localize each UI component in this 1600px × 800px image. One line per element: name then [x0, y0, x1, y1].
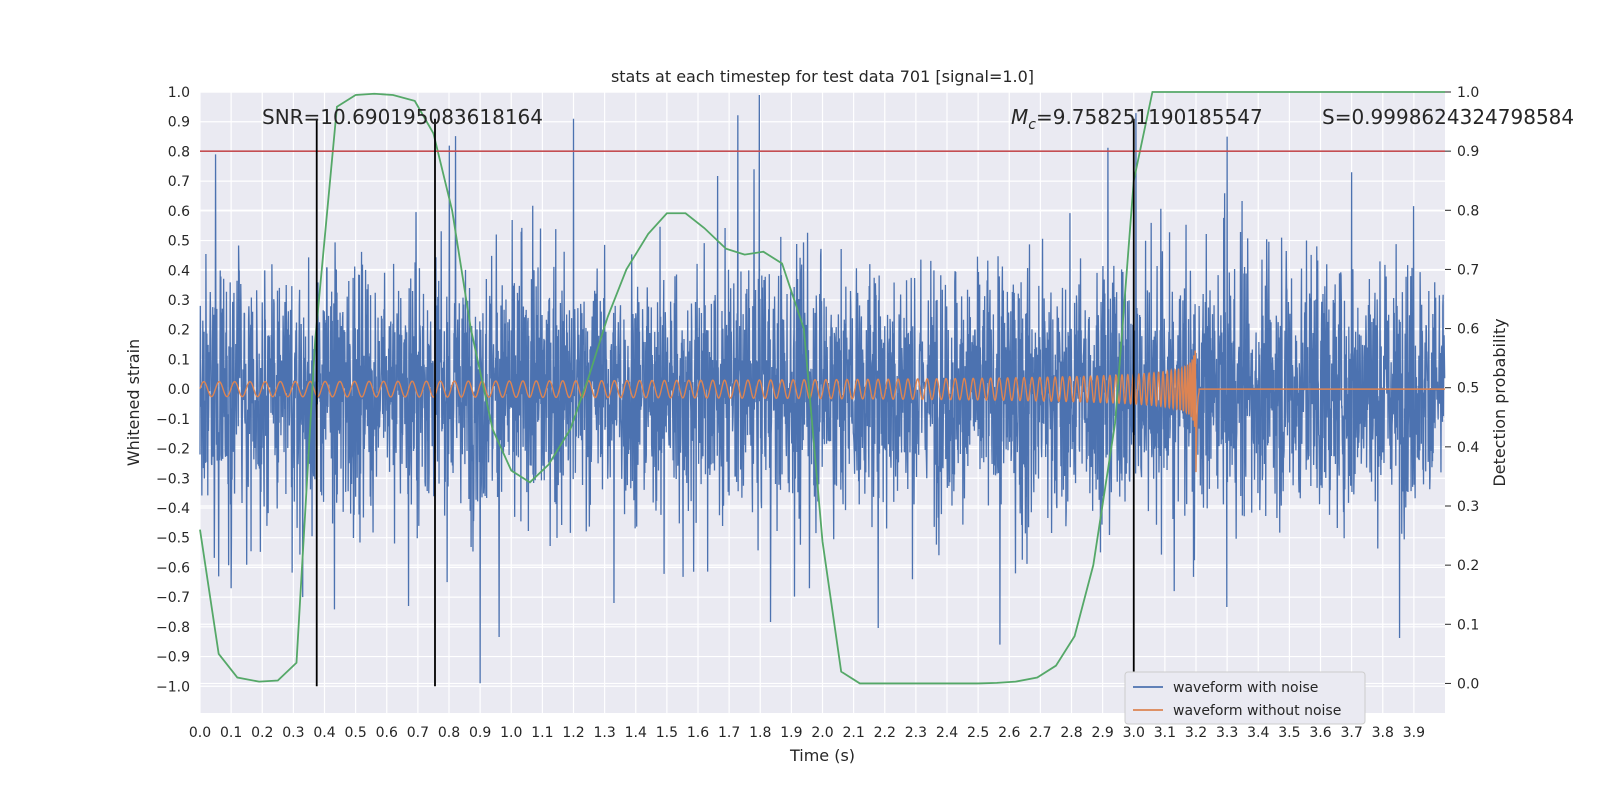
x-tick-label: 3.1: [1154, 725, 1176, 741]
x-tick-label: 0.8: [438, 725, 460, 741]
x-tick-label: 0.9: [469, 725, 491, 741]
x-tick-label: 1.1: [531, 725, 553, 741]
x-tick-label: 3.0: [1123, 725, 1145, 741]
x-tick-label: 0.5: [344, 725, 366, 741]
x-tick-label: 1.3: [593, 725, 615, 741]
legend-box: [1124, 671, 1366, 725]
x-tick-label: 0.2: [251, 725, 273, 741]
x-tick-label: 3.8: [1372, 725, 1394, 741]
x-tick-label: 3.6: [1309, 725, 1331, 741]
x-tick-label: 3.5: [1278, 725, 1300, 741]
y-tick-label-left: 0.5: [168, 234, 190, 250]
chirp-mass-annotation: Mc=9.758251190185547: [1011, 105, 1263, 133]
x-tick-label: 3.3: [1216, 725, 1238, 741]
x-tick-label: 1.0: [500, 725, 522, 741]
x-tick-label: 2.3: [905, 725, 927, 741]
y-tick-label-left: 0.1: [168, 352, 190, 368]
y-tick-label-right: 0.1: [1457, 617, 1479, 633]
chirp-mass-subscript: c: [1028, 117, 1036, 133]
y-tick-label-right: 0.0: [1457, 676, 1479, 692]
y-tick-label-left: 0.6: [168, 204, 190, 220]
x-tick-label: 0.7: [407, 725, 429, 741]
y-tick-label-left: −0.9: [156, 650, 190, 666]
x-tick-label: 0.1: [220, 725, 242, 741]
chirp-mass-symbol: M: [1011, 105, 1028, 129]
series-waveform-with-noise: [199, 94, 1446, 684]
x-tick-label: 1.5: [656, 725, 678, 741]
x-tick-label: 2.8: [1060, 725, 1082, 741]
y-tick-label-left: 0.4: [168, 263, 190, 279]
chirp-mass-value: =9.758251190185547: [1036, 105, 1263, 129]
y-tick-label-left: −0.3: [156, 471, 190, 487]
y-tick-label-right: 0.5: [1457, 381, 1479, 397]
y-tick-label-right: 0.8: [1457, 203, 1479, 219]
y-tick-label-left: −0.7: [156, 590, 190, 606]
y-axis-label-left: Whitened strain: [124, 339, 143, 466]
x-tick-label: 3.2: [1185, 725, 1207, 741]
x-tick-label: 2.6: [998, 725, 1020, 741]
y-tick-label-left: −0.6: [156, 560, 190, 576]
x-tick-label: 1.8: [749, 725, 771, 741]
x-tick-label: 2.7: [1029, 725, 1051, 741]
overlay-layer: [200, 118, 1445, 687]
y-tick-label-right: 1.0: [1457, 85, 1479, 101]
y-tick-label-left: 0.8: [168, 144, 190, 160]
x-tick-label: 1.4: [625, 725, 647, 741]
series-layer: [199, 91, 1446, 685]
x-tick-label: 2.0: [811, 725, 833, 741]
x-tick-label: 3.7: [1340, 725, 1362, 741]
snr-annotation: SNR=10.690195083618164: [262, 105, 543, 129]
x-tick-label: 0.0: [189, 725, 211, 741]
y-tick-label-left: −0.1: [156, 412, 190, 428]
y-tick-label-left: 0.7: [168, 174, 190, 190]
x-tick-label: 2.4: [936, 725, 958, 741]
x-tick-label: 2.9: [1091, 725, 1113, 741]
y-tick-label-left: −0.2: [156, 442, 190, 458]
x-tick-label: 0.6: [376, 725, 398, 741]
y-tick-label-right: 0.6: [1457, 322, 1479, 338]
s-annotation: S=0.9998624324798584: [1322, 105, 1574, 129]
y-tick-label-left: 1.0: [168, 85, 190, 101]
y-tick-label-left: 0.0: [168, 382, 190, 398]
legend-entry-clean: waveform without noise: [1173, 703, 1341, 719]
y-tick-label-right: 0.2: [1457, 558, 1479, 574]
y-tick-label-left: 0.9: [168, 115, 190, 131]
y-tick-label-left: −0.4: [156, 501, 190, 517]
x-tick-label: 1.9: [780, 725, 802, 741]
y-tick-label-left: −0.8: [156, 620, 190, 636]
legend-entry-noise: waveform with noise: [1173, 680, 1318, 696]
y-tick-label-right: 0.3: [1457, 499, 1479, 515]
y-tick-label-left: 0.2: [168, 323, 190, 339]
x-tick-label: 3.9: [1403, 725, 1425, 741]
series-waveform-without-noise: [199, 350, 1445, 473]
x-tick-label: 1.2: [562, 725, 584, 741]
x-tick-label: 0.3: [282, 725, 304, 741]
y-tick-label-right: 0.7: [1457, 262, 1479, 278]
x-tick-label: 0.4: [313, 725, 335, 741]
x-tick-label: 2.5: [967, 725, 989, 741]
chart-title: stats at each timestep for test data 701…: [611, 67, 1034, 86]
series-detection-probability: [199, 91, 1445, 685]
x-axis-label: Time (s): [789, 746, 855, 765]
y-tick-label-right: 0.4: [1457, 440, 1479, 456]
x-tick-label: 1.7: [718, 725, 740, 741]
y-tick-label-left: −1.0: [156, 679, 190, 695]
y-tick-label-right: 0.9: [1457, 144, 1479, 160]
x-tick-label: 2.1: [842, 725, 864, 741]
y-tick-label-left: −0.5: [156, 531, 190, 547]
y-axis-label-right: Detection probability: [1490, 318, 1509, 486]
x-tick-label: 2.2: [874, 725, 896, 741]
tick-layer: 0.0 0.1 0.2 0.3 0.4 0.5 0.6 0.7 0.8 0.9 1.0 1.1 1.2 1…: [156, 85, 1479, 741]
y-tick-label-left: 0.3: [168, 293, 190, 309]
x-tick-label: 1.6: [687, 725, 709, 741]
x-tick-label: 3.4: [1247, 725, 1269, 741]
legend: waveform with noise waveform without noi…: [1124, 671, 1366, 725]
